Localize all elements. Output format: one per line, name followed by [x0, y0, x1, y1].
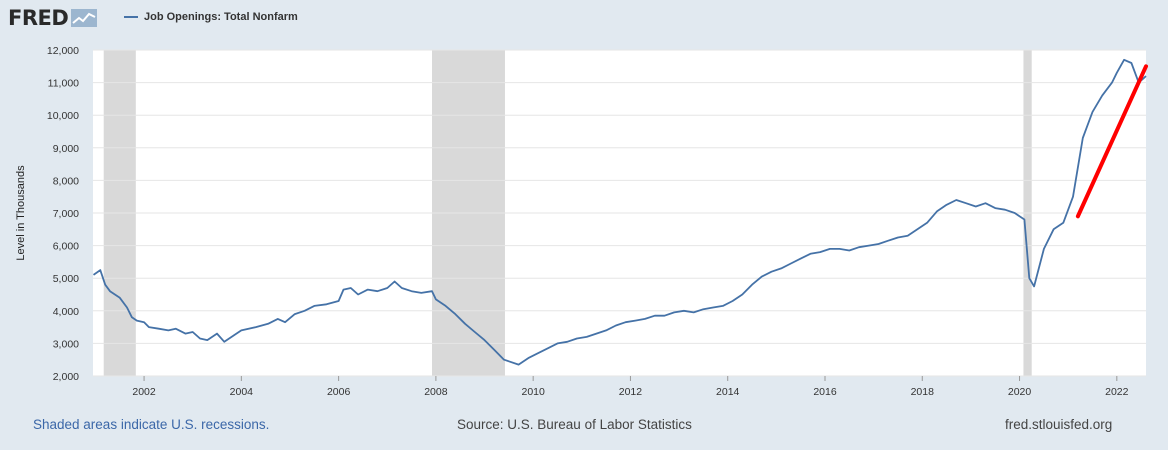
x-tick-label-1: 2004 [230, 386, 254, 398]
x-tick-label-8: 2018 [911, 386, 935, 398]
y-tick-label-0: 2,000 [53, 371, 79, 383]
y-tick-label-8: 10,000 [47, 110, 79, 122]
x-tick-label-7: 2016 [813, 386, 837, 398]
series-line-0 [92, 58, 1147, 366]
line-chart: 2,000 3,000 4,000 5,000 6,000 7,000 8,000 9,000… [15, 45, 1148, 398]
x-tick-label-4: 2010 [521, 386, 545, 398]
y-tick-label-10: 12,000 [47, 45, 79, 57]
y-tick-label-6: 8,000 [53, 175, 79, 187]
fred-logo[interactable]: FRED [8, 6, 98, 30]
fred-chart-icon [71, 9, 98, 27]
y-tick-label-4: 6,000 [53, 241, 79, 253]
site-link[interactable]: fred.stlouisfed.org [1005, 417, 1113, 432]
annotation-red-line [1075, 64, 1148, 219]
y-axis-label: Level in Thousands [15, 165, 27, 261]
y-tick-label-7: 9,000 [53, 143, 79, 155]
legend-swatch [124, 16, 138, 18]
series-legend: Job Openings: Total Nonfarm [124, 11, 298, 23]
y-tick-label-3: 5,000 [53, 273, 79, 285]
x-tick-label-5: 2012 [619, 386, 643, 398]
x-tick-label-0: 2002 [132, 386, 156, 398]
x-tick-label-2: 2006 [327, 386, 351, 398]
source-note: Source: U.S. Bureau of Labor Statistics [457, 417, 692, 432]
legend-label: Job Openings: Total Nonfarm [144, 11, 298, 23]
fred-logo-text: FRED [8, 6, 69, 30]
x-tick-label-6: 2014 [716, 386, 740, 398]
y-tick-label-2: 4,000 [53, 306, 79, 318]
y-tick-label-1: 3,000 [53, 338, 79, 350]
x-tick-label-9: 2020 [1008, 386, 1032, 398]
x-tick-label-10: 2022 [1105, 386, 1129, 398]
y-tick-label-9: 11,000 [48, 78, 79, 90]
y-tick-label-5: 7,000 [53, 208, 79, 220]
recession-note-link[interactable]: Shaded areas indicate U.S. recessions. [33, 417, 270, 432]
x-tick-label-3: 2008 [424, 386, 448, 398]
